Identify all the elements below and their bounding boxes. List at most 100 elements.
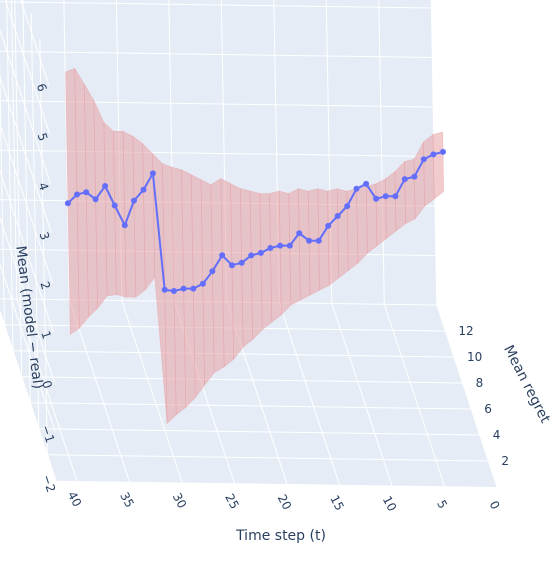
data-point <box>257 249 264 256</box>
gridline-z-backwall <box>0 50 433 58</box>
gridline-y-floor <box>38 428 480 436</box>
gridline-x-wall <box>10 0 18 300</box>
x-tick-label: 40 <box>65 489 85 509</box>
data-point <box>286 242 293 249</box>
data-point <box>248 252 255 259</box>
x-tick-label: 10 <box>380 494 400 514</box>
gridline-x-floor <box>436 304 498 488</box>
data-point <box>149 170 156 177</box>
gridline-z-backwall <box>0 1 432 9</box>
data-point <box>392 193 399 200</box>
gridline-z-backwall <box>0 100 434 108</box>
data-point <box>440 148 446 155</box>
data-point <box>180 285 187 292</box>
data-point <box>411 173 418 180</box>
data-point <box>238 259 245 266</box>
y-tick-label: 2 <box>501 454 509 468</box>
data-point <box>401 176 408 183</box>
y-tick-label: 6 <box>484 402 492 416</box>
x-tick-label: 0 <box>487 498 503 511</box>
data-point <box>334 213 341 219</box>
data-point <box>102 183 109 189</box>
gridline-x-wall <box>430 0 438 306</box>
band-segment <box>327 188 340 286</box>
data-point <box>373 195 380 202</box>
data-point <box>363 180 370 187</box>
x-tick-label: 30 <box>170 491 190 511</box>
gridline-x-floor <box>331 303 393 486</box>
gridline-z-sidewall <box>0 29 52 184</box>
gridline-z-sidewall <box>0 216 55 382</box>
data-point <box>296 230 303 237</box>
data-point <box>344 203 351 210</box>
gridline-z-sidewall <box>0 169 54 333</box>
data-point <box>131 197 137 204</box>
gridline-z-sidewall <box>0 309 57 481</box>
data-point <box>420 156 427 163</box>
gridline-x-floor <box>68 299 130 482</box>
z-tick-label: 2 <box>37 280 53 292</box>
data-point <box>140 186 147 193</box>
z-tick-label: −2 <box>39 473 58 494</box>
data-point <box>111 202 118 209</box>
x-tick-label: 15 <box>327 493 347 513</box>
gridline-y-floor <box>21 376 463 384</box>
data-point <box>64 200 71 207</box>
x-axis-title: Time step (t) <box>235 528 326 544</box>
data-point <box>190 285 197 292</box>
z-tick-label: 1 <box>38 329 54 341</box>
y-tick-label: 4 <box>493 428 501 442</box>
data-point <box>315 237 322 244</box>
floor-pane <box>0 298 497 487</box>
band-segment <box>336 188 349 279</box>
gridline-z-sidewall <box>0 75 52 234</box>
gridline-z-sidewall <box>0 122 53 283</box>
y-tick-label: 12 <box>458 324 473 338</box>
gridline-y-floor <box>47 454 489 462</box>
gridline-y-wall <box>0 55 5 325</box>
z-tick-label: 4 <box>36 181 52 193</box>
y-tick-label: 10 <box>467 350 482 364</box>
confidence-band <box>65 67 445 425</box>
mean-line-series <box>64 148 446 294</box>
gridline-x-wall <box>63 0 70 300</box>
band-segment <box>356 186 368 264</box>
gridline-x-floor <box>121 300 183 483</box>
gridline-z-backwall <box>0 149 435 157</box>
band-segment <box>365 183 378 254</box>
gridline-y-floor <box>30 402 472 410</box>
z-tick-label: 0 <box>39 379 55 391</box>
z-tick-label: 3 <box>36 230 52 242</box>
data-point <box>74 191 80 198</box>
z-tick-label: 6 <box>34 82 50 94</box>
data-point <box>325 222 332 229</box>
gridline-x-floor <box>16 298 78 482</box>
gridline-x-floor <box>383 304 445 487</box>
data-point <box>430 151 437 158</box>
data-point <box>229 262 235 269</box>
data-point <box>199 280 206 287</box>
data-point <box>306 237 313 244</box>
gridline-z-sidewall <box>0 263 56 432</box>
z-tick-label: 5 <box>35 131 51 143</box>
data-point <box>219 252 226 259</box>
x-tick-label: 20 <box>275 492 295 512</box>
gridline-z-sidewall <box>20 0 50 85</box>
data-point <box>83 189 90 196</box>
data-point <box>209 268 216 275</box>
band-segment <box>423 133 435 207</box>
data-point <box>92 196 99 203</box>
band-segment <box>375 178 387 247</box>
gridline-x-floor <box>278 302 340 485</box>
mean-line <box>67 150 444 293</box>
band-segment <box>385 170 397 240</box>
data-point <box>267 245 274 251</box>
z-tick-label: −1 <box>39 423 58 444</box>
y-axis-title: Mean regret <box>500 343 553 427</box>
data-point <box>277 242 284 249</box>
data-point <box>161 286 168 293</box>
data-point <box>121 222 128 229</box>
gridline-z-sidewall <box>4 0 51 135</box>
